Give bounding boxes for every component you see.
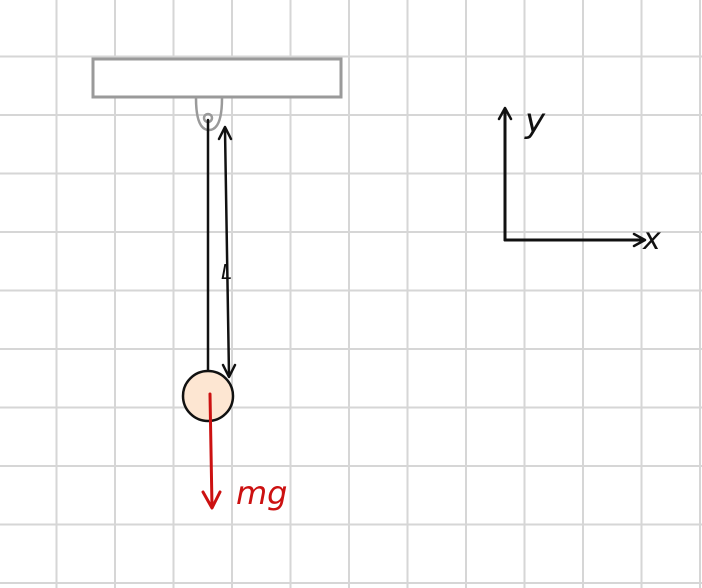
weight-force-label: mg bbox=[236, 474, 287, 512]
coordinate-axes bbox=[497, 106, 647, 248]
x-axis-label: x bbox=[642, 222, 661, 257]
length-dimension-arrow bbox=[217, 125, 237, 379]
length-label: L bbox=[221, 260, 232, 284]
y-axis-arrowhead bbox=[497, 106, 513, 121]
pendulum-bob bbox=[181, 369, 235, 423]
x-axis-arrowhead bbox=[632, 232, 647, 248]
weight-force-arrow bbox=[201, 392, 222, 510]
ceiling-support bbox=[91, 57, 343, 99]
y-axis-label: y bbox=[524, 101, 546, 141]
